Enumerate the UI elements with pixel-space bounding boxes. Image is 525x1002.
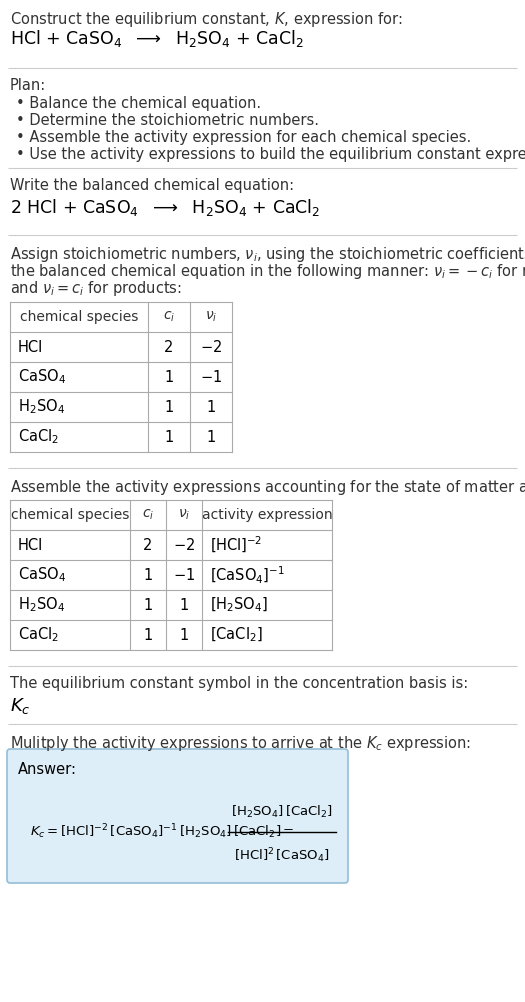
Text: Assemble the activity expressions accounting for the state of matter and $\nu_i$: Assemble the activity expressions accoun… bbox=[10, 478, 525, 497]
Text: • Assemble the activity expression for each chemical species.: • Assemble the activity expression for e… bbox=[16, 130, 471, 145]
Text: 2 HCl + CaSO$_4$  $\longrightarrow$  H$_2$SO$_4$ + CaCl$_2$: 2 HCl + CaSO$_4$ $\longrightarrow$ H$_2$… bbox=[10, 197, 320, 218]
Text: chemical species: chemical species bbox=[11, 508, 129, 522]
Text: $\nu_i$: $\nu_i$ bbox=[178, 508, 190, 522]
Text: Plan:: Plan: bbox=[10, 78, 46, 93]
Text: [CaSO$_4$]$^{-1}$: [CaSO$_4$]$^{-1}$ bbox=[210, 564, 285, 585]
Text: HCl: HCl bbox=[18, 340, 43, 355]
Text: 1: 1 bbox=[164, 430, 174, 445]
Text: 1: 1 bbox=[180, 597, 188, 612]
Text: $-$2: $-$2 bbox=[173, 537, 195, 553]
Text: The equilibrium constant symbol in the concentration basis is:: The equilibrium constant symbol in the c… bbox=[10, 676, 468, 691]
Text: $-$1: $-$1 bbox=[173, 567, 195, 583]
Text: Construct the equilibrium constant, $K$, expression for:: Construct the equilibrium constant, $K$,… bbox=[10, 10, 403, 29]
Text: $\nu_i$: $\nu_i$ bbox=[205, 310, 217, 325]
Text: and $\nu_i = c_i$ for products:: and $\nu_i = c_i$ for products: bbox=[10, 279, 182, 298]
Text: Answer:: Answer: bbox=[18, 762, 77, 777]
Text: CaCl$_2$: CaCl$_2$ bbox=[18, 625, 59, 644]
Text: $K_c = [\mathrm{HCl}]^{-2}\,[\mathrm{CaSO_4}]^{-1}\,[\mathrm{H_2SO_4}]\,[\mathrm: $K_c = [\mathrm{HCl}]^{-2}\,[\mathrm{CaS… bbox=[30, 823, 295, 842]
Text: [H$_2$SO$_4$]: [H$_2$SO$_4$] bbox=[210, 596, 268, 614]
Text: 2: 2 bbox=[164, 340, 174, 355]
Text: 2: 2 bbox=[143, 537, 153, 552]
Text: CaCl$_2$: CaCl$_2$ bbox=[18, 428, 59, 446]
Text: [HCl]$^{-2}$: [HCl]$^{-2}$ bbox=[210, 535, 262, 555]
Text: HCl: HCl bbox=[18, 537, 43, 552]
Text: • Balance the chemical equation.: • Balance the chemical equation. bbox=[16, 96, 261, 111]
Text: $-$1: $-$1 bbox=[200, 369, 222, 385]
Text: 1: 1 bbox=[143, 597, 153, 612]
Text: 1: 1 bbox=[206, 430, 216, 445]
Text: [CaCl$_2$]: [CaCl$_2$] bbox=[210, 626, 263, 644]
Text: Assign stoichiometric numbers, $\nu_i$, using the stoichiometric coefficients, $: Assign stoichiometric numbers, $\nu_i$, … bbox=[10, 245, 525, 264]
Text: $c_i$: $c_i$ bbox=[142, 508, 154, 522]
Text: H$_2$SO$_4$: H$_2$SO$_4$ bbox=[18, 595, 65, 614]
Text: $[\mathrm{HCl}]^2\,[\mathrm{CaSO_4}]$: $[\mathrm{HCl}]^2\,[\mathrm{CaSO_4}]$ bbox=[234, 846, 330, 865]
Text: 1: 1 bbox=[206, 400, 216, 415]
Text: 1: 1 bbox=[180, 627, 188, 642]
Text: • Determine the stoichiometric numbers.: • Determine the stoichiometric numbers. bbox=[16, 113, 319, 128]
Text: CaSO$_4$: CaSO$_4$ bbox=[18, 368, 66, 387]
Text: 1: 1 bbox=[164, 370, 174, 385]
Text: 1: 1 bbox=[143, 627, 153, 642]
Text: $K_c$: $K_c$ bbox=[10, 696, 30, 716]
Text: $-$2: $-$2 bbox=[200, 339, 222, 355]
Text: chemical species: chemical species bbox=[20, 310, 138, 324]
Text: H$_2$SO$_4$: H$_2$SO$_4$ bbox=[18, 398, 65, 417]
Text: • Use the activity expressions to build the equilibrium constant expression.: • Use the activity expressions to build … bbox=[16, 147, 525, 162]
Text: $[\mathrm{H_2SO_4}]\,[\mathrm{CaCl_2}]$: $[\mathrm{H_2SO_4}]\,[\mathrm{CaCl_2}]$ bbox=[231, 804, 333, 820]
Text: Mulitply the activity expressions to arrive at the $K_c$ expression:: Mulitply the activity expressions to arr… bbox=[10, 734, 471, 753]
FancyBboxPatch shape bbox=[7, 749, 348, 883]
Text: CaSO$_4$: CaSO$_4$ bbox=[18, 566, 66, 584]
Text: the balanced chemical equation in the following manner: $\nu_i = -c_i$ for react: the balanced chemical equation in the fo… bbox=[10, 262, 525, 281]
Text: HCl + CaSO$_4$  $\longrightarrow$  H$_2$SO$_4$ + CaCl$_2$: HCl + CaSO$_4$ $\longrightarrow$ H$_2$SO… bbox=[10, 28, 304, 49]
Text: activity expression: activity expression bbox=[202, 508, 332, 522]
Text: $c_i$: $c_i$ bbox=[163, 310, 175, 325]
Text: Write the balanced chemical equation:: Write the balanced chemical equation: bbox=[10, 178, 294, 193]
Text: 1: 1 bbox=[143, 567, 153, 582]
Text: 1: 1 bbox=[164, 400, 174, 415]
